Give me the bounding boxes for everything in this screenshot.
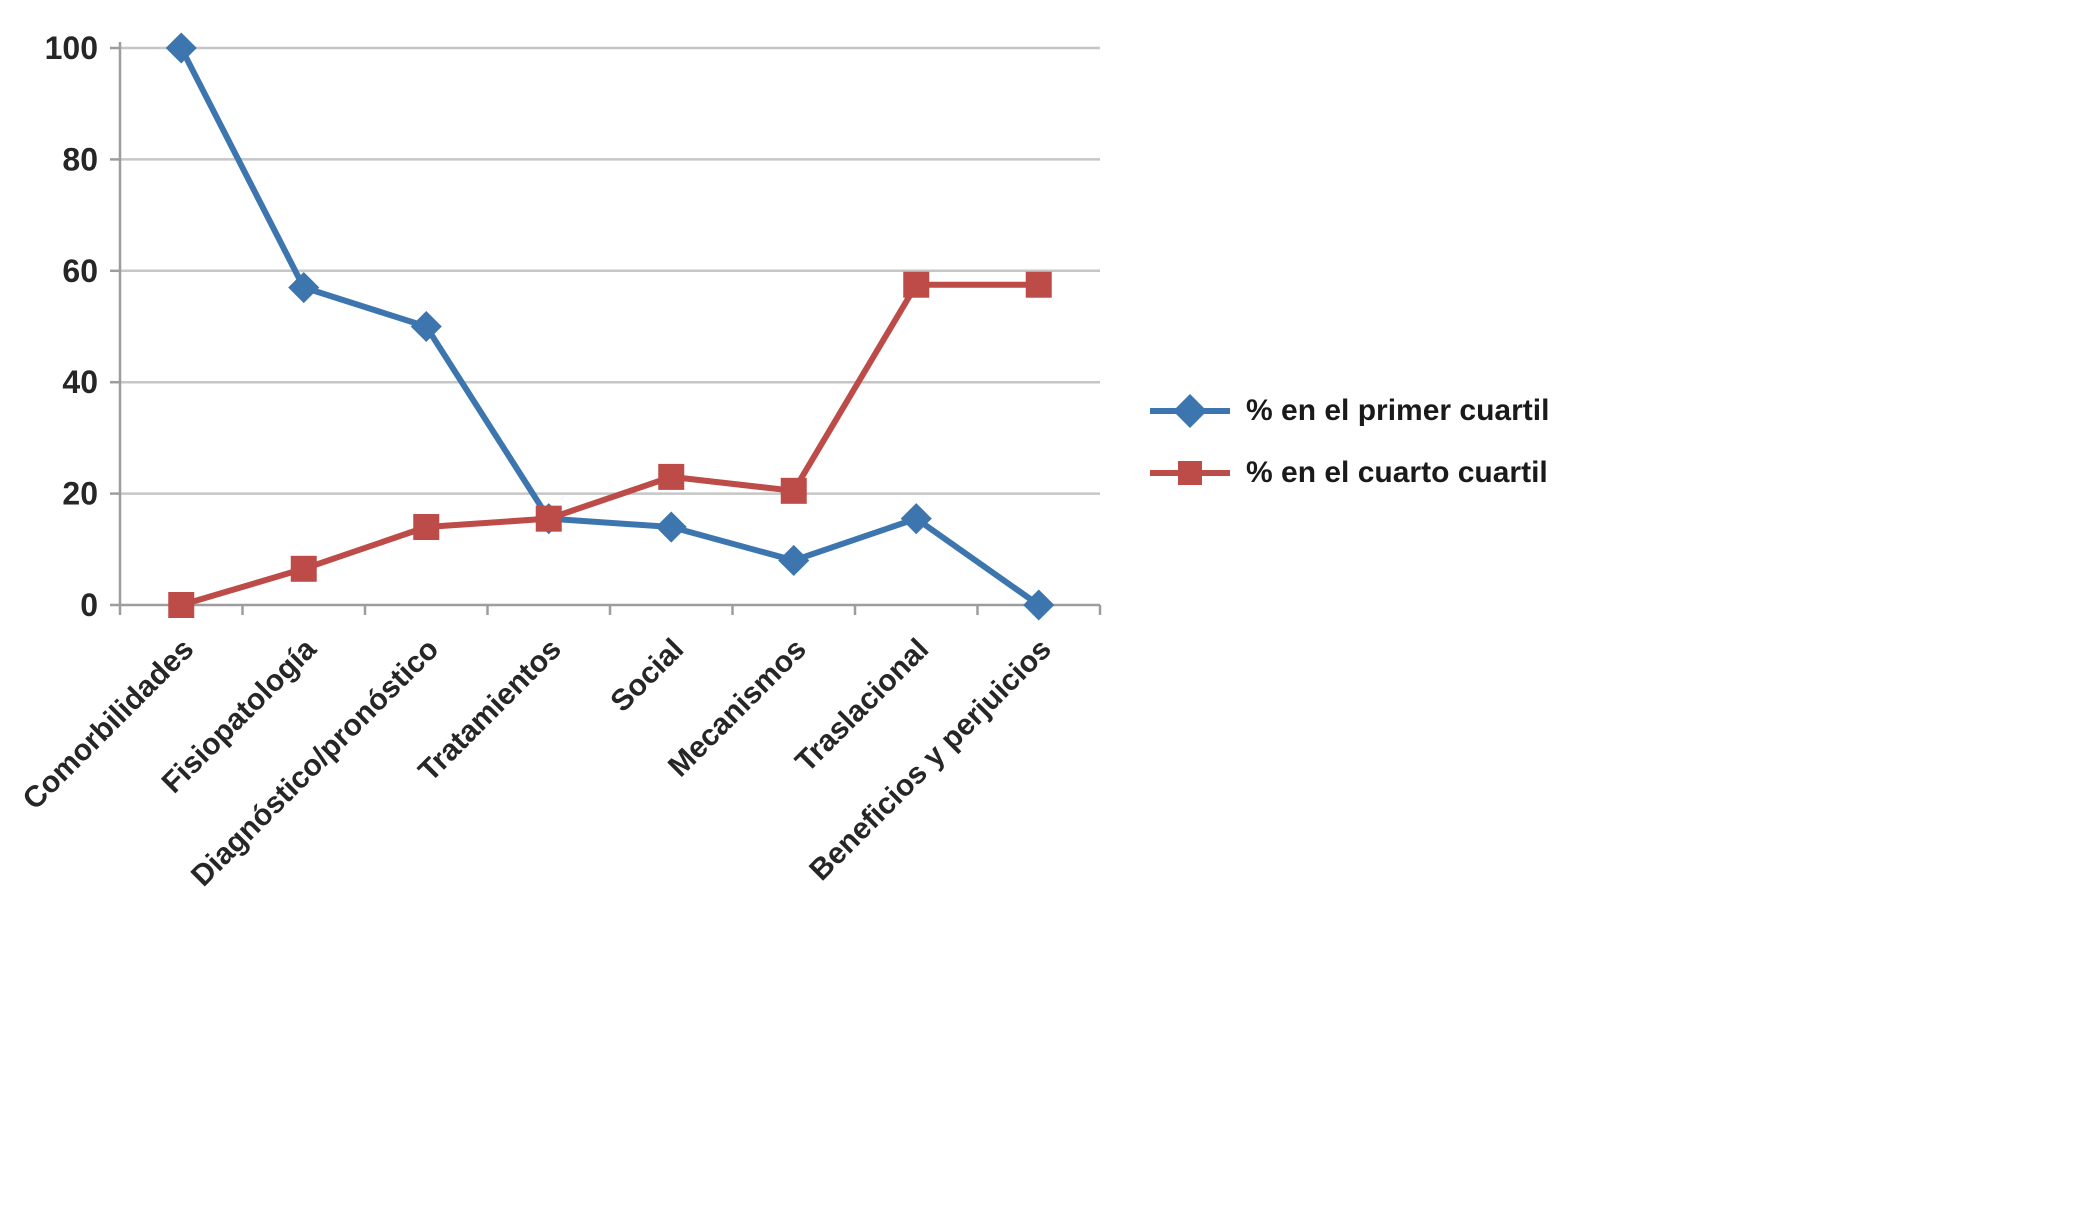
y-tick-label: 60 bbox=[62, 253, 98, 289]
square-marker-icon bbox=[535, 505, 562, 532]
square-marker-icon bbox=[290, 555, 317, 582]
x-category-label: Beneficios y perjuicios bbox=[803, 633, 1057, 887]
legend-label-cuarto: % en el cuarto cuartil bbox=[1246, 456, 1548, 489]
y-tick-label: 40 bbox=[62, 364, 98, 400]
diamond-marker-icon bbox=[288, 271, 320, 304]
series-line-0 bbox=[178, 45, 1042, 608]
diamond-marker-icon bbox=[655, 511, 687, 543]
series-line-1 bbox=[178, 281, 1042, 608]
square-marker-icon bbox=[413, 514, 440, 541]
diamond-marker-icon bbox=[165, 32, 197, 64]
square-marker-icon bbox=[780, 477, 807, 504]
square-marker-icon bbox=[1025, 271, 1052, 298]
diamond-marker-icon bbox=[410, 310, 442, 343]
x-category-label: Diagnóstico/pronóstico bbox=[185, 633, 445, 893]
y-tick-label: 80 bbox=[62, 141, 98, 177]
y-tick-label: 0 bbox=[80, 587, 98, 623]
legend-sample-primer bbox=[1150, 394, 1230, 428]
legend: % en el primer cuartil % en el cuarto cu… bbox=[1150, 394, 1549, 490]
square-marker-icon bbox=[168, 592, 195, 618]
y-tick-label: 20 bbox=[62, 476, 98, 512]
square-marker-icon bbox=[903, 271, 930, 298]
diamond-marker-icon bbox=[900, 503, 932, 535]
y-tick-label: 100 bbox=[45, 30, 98, 66]
legend-item-primer-cuartil: % en el primer cuartil bbox=[1150, 394, 1549, 428]
legend-item-cuarto-cuartil: % en el cuarto cuartil bbox=[1150, 456, 1549, 490]
diamond-marker-icon bbox=[1173, 394, 1207, 428]
legend-sample-cuarto bbox=[1150, 457, 1230, 489]
square-marker-icon bbox=[658, 463, 685, 490]
diamond-marker-icon bbox=[778, 544, 810, 576]
x-category-label: Social bbox=[604, 633, 690, 719]
legend-label-primer: % en el primer cuartil bbox=[1246, 394, 1550, 427]
square-marker-icon bbox=[1178, 461, 1202, 485]
